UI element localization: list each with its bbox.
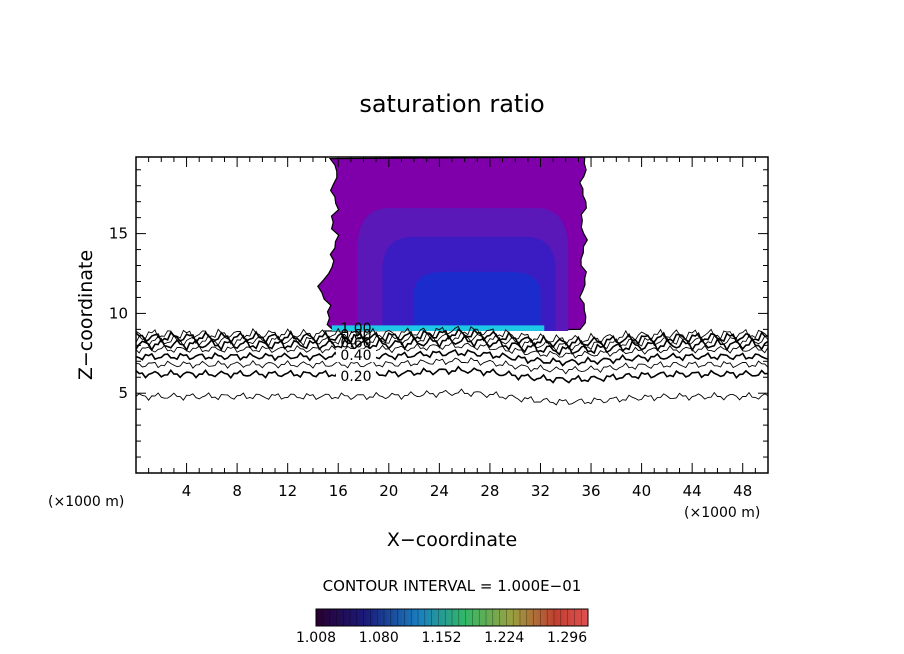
contour-line xyxy=(136,365,768,384)
contour-interval-text: CONTOUR INTERVAL = 1.000E−01 xyxy=(323,577,582,595)
x-tick-label: 16 xyxy=(329,482,348,500)
contour-label: 0.80 xyxy=(340,327,371,343)
fill-band-highlight xyxy=(331,325,545,331)
x-tick-label: 40 xyxy=(632,482,651,500)
contour-label: 0.40 xyxy=(340,348,371,364)
x-tick-label: 4 xyxy=(182,482,192,500)
y-axis-label: Z−coordinate xyxy=(75,250,97,380)
colorbar-tick-label: 1.008 xyxy=(296,630,336,646)
contour-line xyxy=(136,388,768,406)
y-tick-label: 15 xyxy=(109,225,128,243)
y-tick-label: 5 xyxy=(118,384,128,402)
contour-label-bg xyxy=(335,369,376,383)
x-unit-right: (×1000 m) xyxy=(684,505,760,521)
x-tick-label: 48 xyxy=(733,482,752,500)
colorbar-ticks: 1.008 1.080 1.152 1.224 1.296 xyxy=(296,609,587,646)
colorbar-tick-label: 1.224 xyxy=(484,630,524,646)
x-tick-label: 32 xyxy=(531,482,550,500)
colorbar-tick-label: 1.080 xyxy=(359,630,399,646)
contour-label-bg xyxy=(335,349,376,363)
x-tick-label: 12 xyxy=(278,482,297,500)
x-tick-label: 20 xyxy=(379,482,398,500)
x-tick-label: 24 xyxy=(430,482,449,500)
y-tick-label: 10 xyxy=(109,304,128,322)
supersaturated-fill xyxy=(317,157,588,332)
contour-label: 1.00 xyxy=(340,321,371,337)
contour-label: 0.20 xyxy=(340,369,371,385)
contour-label: 0.60 xyxy=(340,335,371,351)
x-axis-ticks: 4 8 12 16 20 24 28 32 36 40 44 48 xyxy=(148,157,756,500)
colorbar-tick-label: 1.152 xyxy=(421,630,461,646)
x-tick-label: 28 xyxy=(480,482,499,500)
contour-labels: 0.20 0.400.600.801.00 xyxy=(335,321,376,385)
y-axis-ticks: 5 10 15 xyxy=(109,169,768,458)
x-tick-label: 36 xyxy=(581,482,600,500)
contour-line xyxy=(136,325,768,346)
contour-line xyxy=(136,357,768,375)
contour-line xyxy=(136,330,768,352)
x-axis-label: X−coordinate xyxy=(387,529,517,551)
chart-title: saturation ratio xyxy=(359,90,544,118)
x-tick-label: 44 xyxy=(683,482,702,500)
fill-band-core xyxy=(414,271,541,331)
x-tick-label: 8 xyxy=(232,482,242,500)
contour-lines xyxy=(136,325,768,406)
contour-line xyxy=(136,348,768,367)
x-unit-left: (×1000 m) xyxy=(48,494,124,510)
colorbar-tick-label: 1.296 xyxy=(547,630,587,646)
